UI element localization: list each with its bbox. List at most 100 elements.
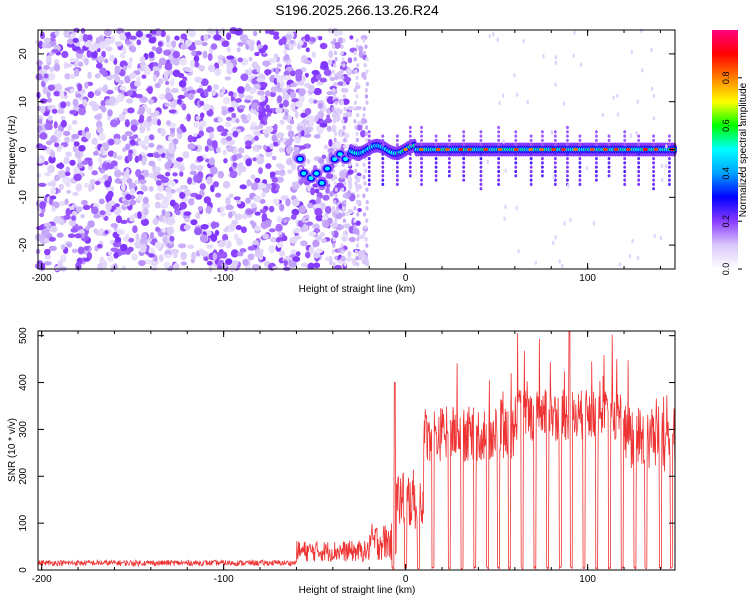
heatmap-cell (164, 162, 171, 170)
heatmap-cell (578, 174, 582, 178)
heatmap-cell (408, 152, 412, 156)
heatmap-cell (204, 158, 210, 163)
heatmap-cell (324, 166, 330, 171)
heatmap-cell (315, 234, 323, 241)
heatmap-cell (127, 61, 132, 69)
heatmap-cell (157, 41, 163, 47)
heatmap-cell (248, 43, 255, 52)
heatmap-cell (447, 156, 451, 161)
heatmap-cell (112, 241, 120, 248)
heatmap-cell (514, 161, 518, 165)
heatmap-cell (381, 174, 385, 178)
colorbar-gradient (712, 30, 738, 269)
heatmap-cell (202, 103, 211, 112)
heatmap-cell (447, 134, 451, 138)
heatmap-cell (74, 233, 82, 239)
heatmap-cell (578, 138, 582, 143)
heatmap-cell (94, 180, 101, 186)
heatmap-cell (458, 148, 464, 151)
heatmap-cell (304, 127, 311, 134)
heatmap-cell (222, 149, 227, 155)
heatmap-cell (365, 262, 369, 267)
heatmap-cell (180, 33, 188, 40)
heatmap-cell (191, 251, 197, 261)
heatmap-cell (259, 199, 266, 204)
heatmap-cell (89, 179, 96, 186)
heatmap-cell (164, 102, 170, 107)
heatmap-cell (80, 27, 86, 34)
heatmap-cell (237, 41, 244, 47)
heatmap-cell (340, 100, 344, 105)
heatmap-cell (194, 76, 203, 83)
heatmap-cell (157, 148, 164, 155)
heatmap-cell (195, 115, 201, 121)
heatmap-cell (129, 45, 137, 53)
heatmap-cell (258, 107, 263, 113)
heatmap-cell (315, 248, 323, 254)
heatmap-cell (278, 147, 286, 153)
heatmap-cell (558, 259, 561, 264)
heatmap-cell (91, 170, 99, 176)
heatmap-cell (156, 119, 162, 126)
heatmap-cell (63, 214, 71, 220)
heatmap-cell (187, 86, 193, 91)
heatmap-cell (434, 138, 438, 143)
heatmap-cell (285, 198, 291, 207)
heatmap-cell (125, 40, 132, 45)
heatmap-cell (602, 148, 608, 151)
heatmap-cell (296, 125, 304, 132)
heatmap-cell (353, 88, 357, 93)
heatmap-cell (129, 187, 136, 195)
heatmap-cell (148, 51, 155, 59)
heatmap-cell (497, 148, 503, 151)
heatmap-cell (315, 214, 324, 222)
heatmap-cell (43, 64, 50, 70)
heatmap-cell (331, 69, 335, 74)
heatmap-cell (176, 157, 184, 162)
colorbar-tick-label: 0.0 (721, 263, 731, 276)
heatmap-cell (282, 48, 288, 55)
heatmap-cell (327, 27, 333, 35)
heatmap-cell (578, 182, 582, 186)
heatmap-cell (265, 163, 272, 169)
heatmap-cell (250, 203, 257, 209)
heatmap-cell (308, 97, 314, 104)
heatmap-cell (652, 178, 656, 182)
heatmap-cell (290, 162, 297, 171)
heatmap-cell (129, 139, 136, 146)
heatmap-cell (342, 94, 346, 99)
heatmap-cell (53, 121, 58, 129)
heatmap-cell (115, 65, 121, 74)
heatmap-cell (668, 143, 671, 147)
heatmap-cell (353, 106, 357, 112)
colorbar-tick-label: 0.4 (721, 167, 731, 180)
heatmap-cell (290, 102, 296, 111)
heatmap-cell (333, 63, 337, 68)
heatmap-cell (637, 165, 641, 169)
x-tick-label: 0 (403, 273, 409, 284)
heatmap-cell (497, 178, 501, 182)
heatmap-cell (112, 151, 118, 159)
heatmap-cell (121, 176, 127, 184)
heatmap-cell (140, 218, 150, 227)
heatmap-cell (312, 203, 322, 210)
heatmap-cell (36, 157, 43, 164)
heatmap-cell (54, 58, 60, 65)
heatmap-cell (642, 148, 648, 151)
heatmap-cell (202, 50, 208, 59)
heatmap-cell (607, 161, 611, 165)
heatmap-cell (595, 161, 598, 165)
heatmap-cell (91, 137, 98, 145)
heatmap-cell (206, 244, 214, 249)
heatmap-cell (105, 162, 111, 169)
heatmap-cell (272, 198, 280, 205)
snr-y-label: SNR (10 * v/v) (7, 418, 18, 482)
heatmap-cell (341, 119, 345, 124)
heatmap-cell (566, 134, 569, 138)
heatmap-cell (365, 187, 369, 192)
heatmap-cell (607, 134, 611, 138)
heatmap-cell (179, 171, 184, 177)
heatmap-cell (364, 255, 369, 261)
heatmap-cell (652, 165, 656, 169)
heatmap-cell (334, 100, 338, 105)
